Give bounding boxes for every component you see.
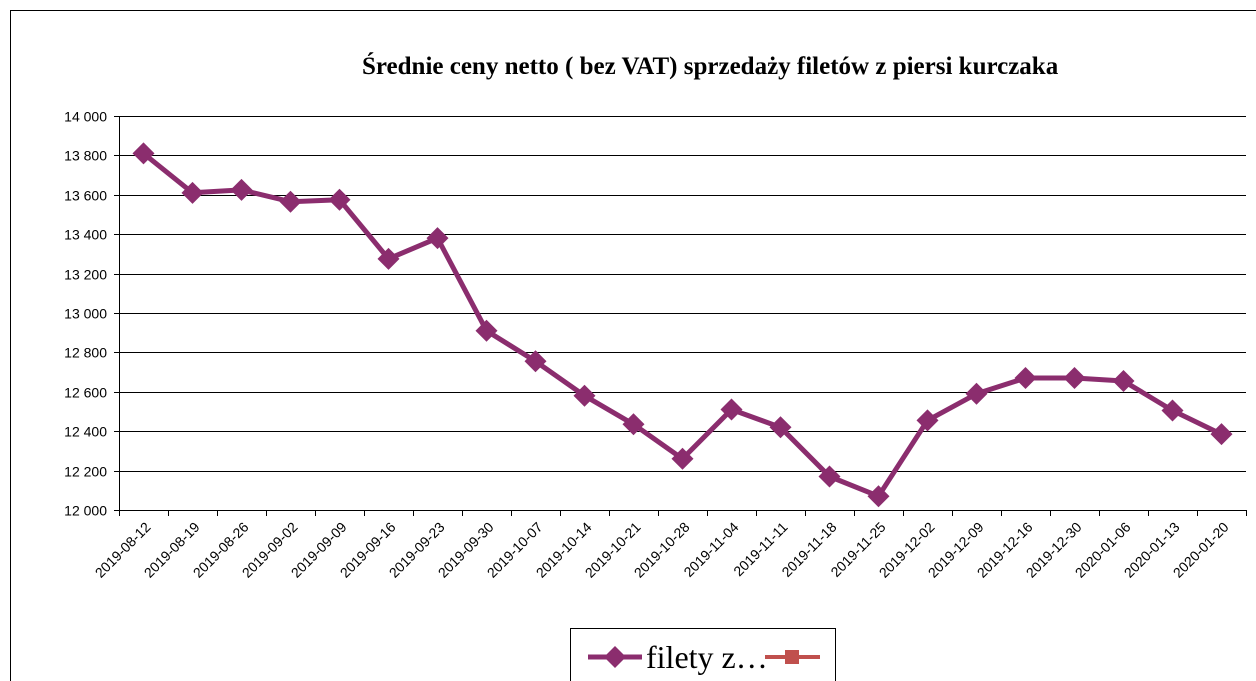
legend-marker: [785, 650, 799, 664]
data-point: [181, 181, 204, 204]
plot-area: 12 000 12 200 12 400 12 600 12 800 13 000 13 2…: [64, 109, 1247, 581]
y-tick-label: 13 200: [64, 267, 107, 283]
data-point: [769, 416, 792, 439]
data-point: [279, 190, 302, 213]
data-point: [720, 398, 743, 421]
y-tick-label: 12 200: [64, 464, 107, 480]
y-tick-label: 13 800: [64, 148, 107, 164]
data-point: [916, 409, 939, 432]
y-tick-label: 14 000: [64, 109, 107, 125]
chart-title: Średnie ceny netto ( bez VAT) sprzedaży …: [362, 52, 1059, 80]
data-point: [1161, 399, 1184, 422]
y-tick-label: 12 800: [64, 345, 107, 361]
data-point: [573, 384, 596, 407]
data-point: [1014, 367, 1037, 390]
data-point: [426, 227, 449, 250]
data-point: [524, 350, 547, 373]
y-tick-label: 13 600: [64, 188, 107, 204]
data-point: [671, 447, 694, 470]
data-point: [377, 247, 400, 270]
data-point: [818, 465, 841, 488]
data-point: [1063, 367, 1086, 390]
data-point: [132, 142, 155, 165]
data-point: [867, 485, 890, 508]
data-point: [328, 188, 351, 211]
y-tick-label: 13 000: [64, 306, 107, 322]
data-point: [230, 178, 253, 201]
chart-frame: [10, 10, 1256, 681]
series-line: [141, 151, 1223, 499]
data-point: [475, 319, 498, 342]
data-point: [622, 413, 645, 436]
data-point: [1210, 423, 1233, 446]
legend-marker: [604, 646, 626, 668]
data-point: [965, 382, 988, 405]
data-point: [1112, 369, 1135, 392]
y-tick-label: 12 400: [64, 424, 107, 440]
legend: filety z…: [570, 628, 836, 681]
y-tick-label: 13 400: [64, 227, 107, 243]
legend-label: filety z…: [646, 639, 768, 675]
y-tick-label: 12 600: [64, 385, 107, 401]
y-tick-label: 12 000: [64, 503, 107, 519]
